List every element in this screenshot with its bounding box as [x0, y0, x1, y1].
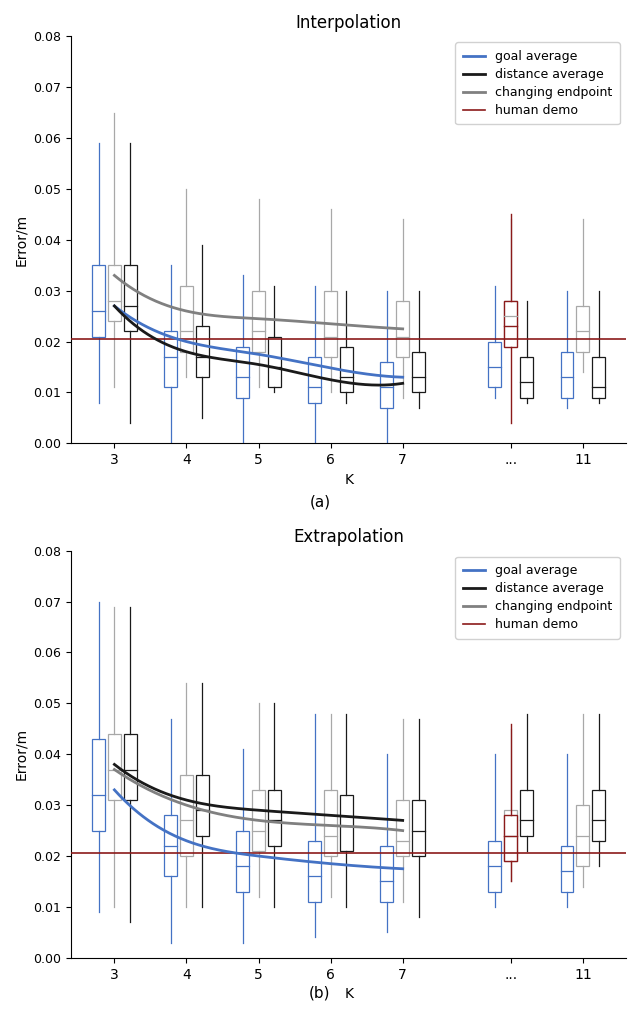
Bar: [520, 790, 533, 835]
Legend: goal average, distance average, changing endpoint, human demo: goal average, distance average, changing…: [455, 43, 620, 125]
Title: Interpolation: Interpolation: [296, 14, 402, 31]
Bar: [124, 734, 137, 800]
Bar: [592, 790, 605, 840]
Bar: [504, 810, 517, 861]
Bar: [180, 774, 193, 856]
Bar: [396, 300, 409, 357]
Bar: [92, 739, 105, 830]
Bar: [236, 830, 249, 891]
Text: (a): (a): [309, 495, 331, 510]
Legend: goal average, distance average, changing endpoint, human demo: goal average, distance average, changing…: [455, 557, 620, 638]
Bar: [488, 342, 501, 388]
X-axis label: K: K: [344, 988, 353, 1001]
Bar: [340, 795, 353, 851]
Bar: [504, 300, 517, 347]
Bar: [268, 790, 281, 845]
Bar: [592, 357, 605, 398]
Bar: [380, 362, 394, 408]
Bar: [308, 840, 321, 902]
Bar: [324, 290, 337, 357]
Bar: [577, 805, 589, 866]
Bar: [108, 265, 121, 321]
Bar: [252, 790, 265, 851]
Bar: [108, 734, 121, 800]
Bar: [504, 815, 517, 861]
Bar: [92, 265, 105, 337]
Bar: [180, 285, 193, 352]
Bar: [504, 300, 517, 337]
Bar: [340, 347, 353, 393]
Y-axis label: Error/m: Error/m: [14, 728, 28, 781]
Bar: [308, 357, 321, 403]
Y-axis label: Error/m: Error/m: [14, 214, 28, 266]
Bar: [124, 265, 137, 332]
Bar: [412, 352, 425, 393]
Bar: [488, 840, 501, 891]
X-axis label: K: K: [344, 473, 353, 486]
Text: (b): (b): [309, 986, 331, 1000]
Bar: [412, 800, 425, 856]
Bar: [396, 800, 409, 856]
Bar: [561, 845, 573, 891]
Bar: [236, 347, 249, 398]
Bar: [164, 332, 177, 388]
Bar: [196, 774, 209, 835]
Bar: [520, 357, 533, 398]
Bar: [196, 327, 209, 378]
Title: Extrapolation: Extrapolation: [293, 529, 404, 546]
Bar: [252, 290, 265, 352]
Bar: [561, 352, 573, 398]
Bar: [268, 337, 281, 388]
Bar: [577, 306, 589, 352]
Bar: [380, 845, 394, 902]
Bar: [164, 815, 177, 876]
Bar: [324, 790, 337, 856]
